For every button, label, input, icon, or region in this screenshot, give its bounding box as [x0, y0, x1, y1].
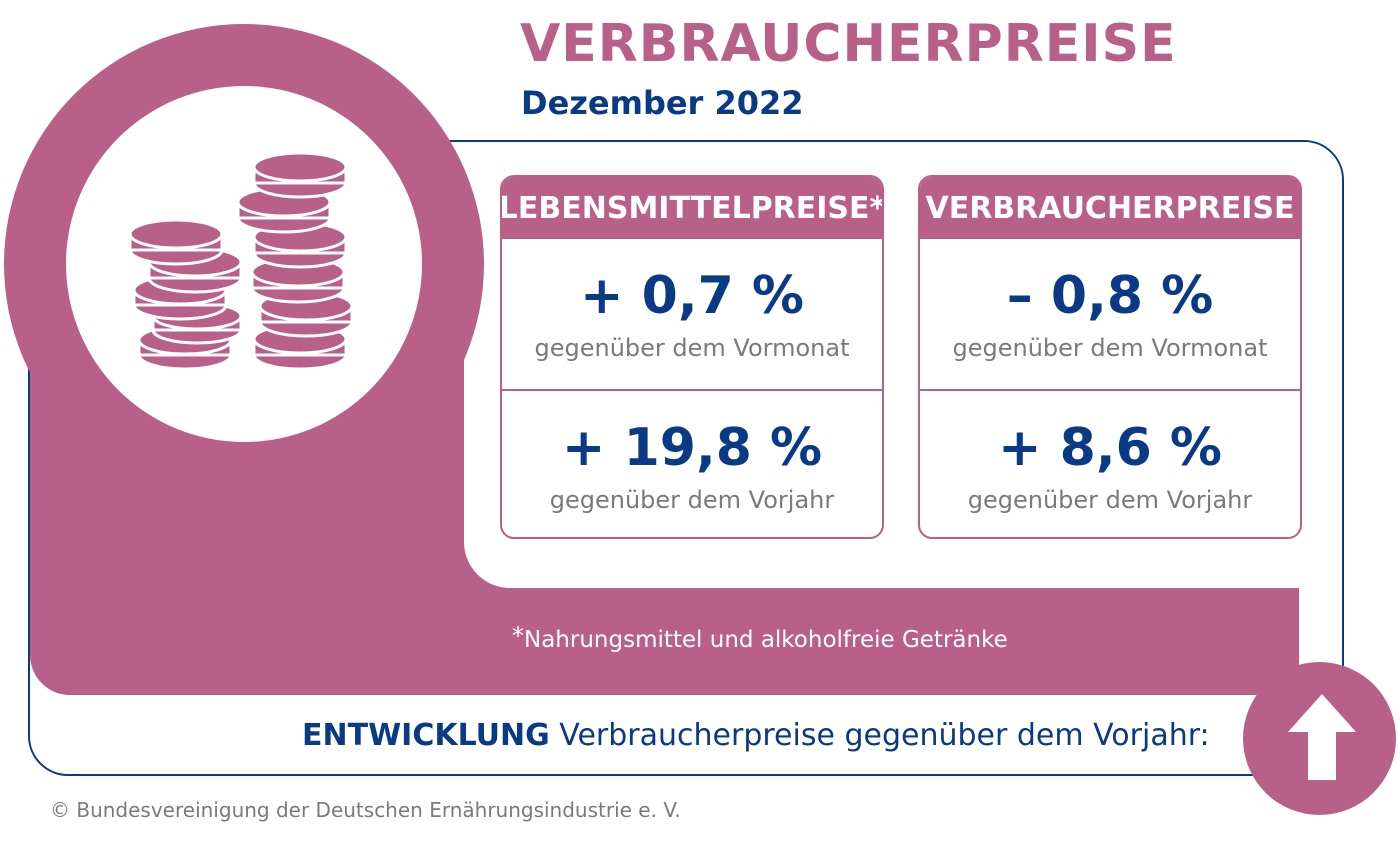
development-label: ENTWICKLUNG Verbraucherpreise gegenüber …: [302, 714, 1210, 758]
copyright: © Bundesvereinigung der Deutschen Ernähr…: [50, 798, 681, 822]
development-label-bold: ENTWICKLUNG: [302, 718, 550, 753]
footnote-text: Nahrungsmittel und alkoholfreie Getränke: [524, 627, 1008, 653]
arrow-up-icon: [1288, 694, 1356, 780]
yearly-caption: gegenüber dem Vorjahr: [967, 486, 1253, 514]
page-subtitle: Dezember 2022: [521, 84, 804, 122]
card-heading: VERBRAUCHERPREISE: [920, 177, 1300, 239]
yearly-change: + 19,8 % gegenüber dem Vorjahr: [502, 389, 882, 537]
card-heading: LEBENSMITTELPREISE*: [502, 177, 882, 239]
monthly-caption: gegenüber dem Vormonat: [534, 334, 850, 362]
yearly-value: + 19,8 %: [561, 418, 823, 478]
monthly-value: – 0,8 %: [1006, 266, 1214, 326]
footnote-marker: *: [512, 622, 524, 650]
yearly-caption: gegenüber dem Vorjahr: [549, 486, 835, 514]
page-title: VERBRAUCHERPREISE: [520, 14, 1177, 74]
monthly-value: + 0,7 %: [580, 266, 804, 326]
yearly-change: + 8,6 % gegenüber dem Vorjahr: [920, 389, 1300, 537]
monthly-caption: gegenüber dem Vormonat: [952, 334, 1268, 362]
monthly-change: + 0,7 % gegenüber dem Vormonat: [502, 239, 882, 389]
icon-badge-inner: [66, 86, 422, 442]
development-label-rest: Verbraucherpreise gegenüber dem Vorjahr:: [549, 718, 1210, 753]
card-consumer-prices: VERBRAUCHERPREISE – 0,8 % gegenüber dem …: [918, 175, 1302, 539]
card-food-prices: LEBENSMITTELPREISE* + 0,7 % gegenüber de…: [500, 175, 884, 539]
monthly-change: – 0,8 % gegenüber dem Vormonat: [920, 239, 1300, 389]
coins-icon: [128, 151, 354, 371]
footnote: *Nahrungsmittel und alkoholfreie Getränk…: [512, 622, 1008, 658]
yearly-value: + 8,6 %: [998, 418, 1222, 478]
